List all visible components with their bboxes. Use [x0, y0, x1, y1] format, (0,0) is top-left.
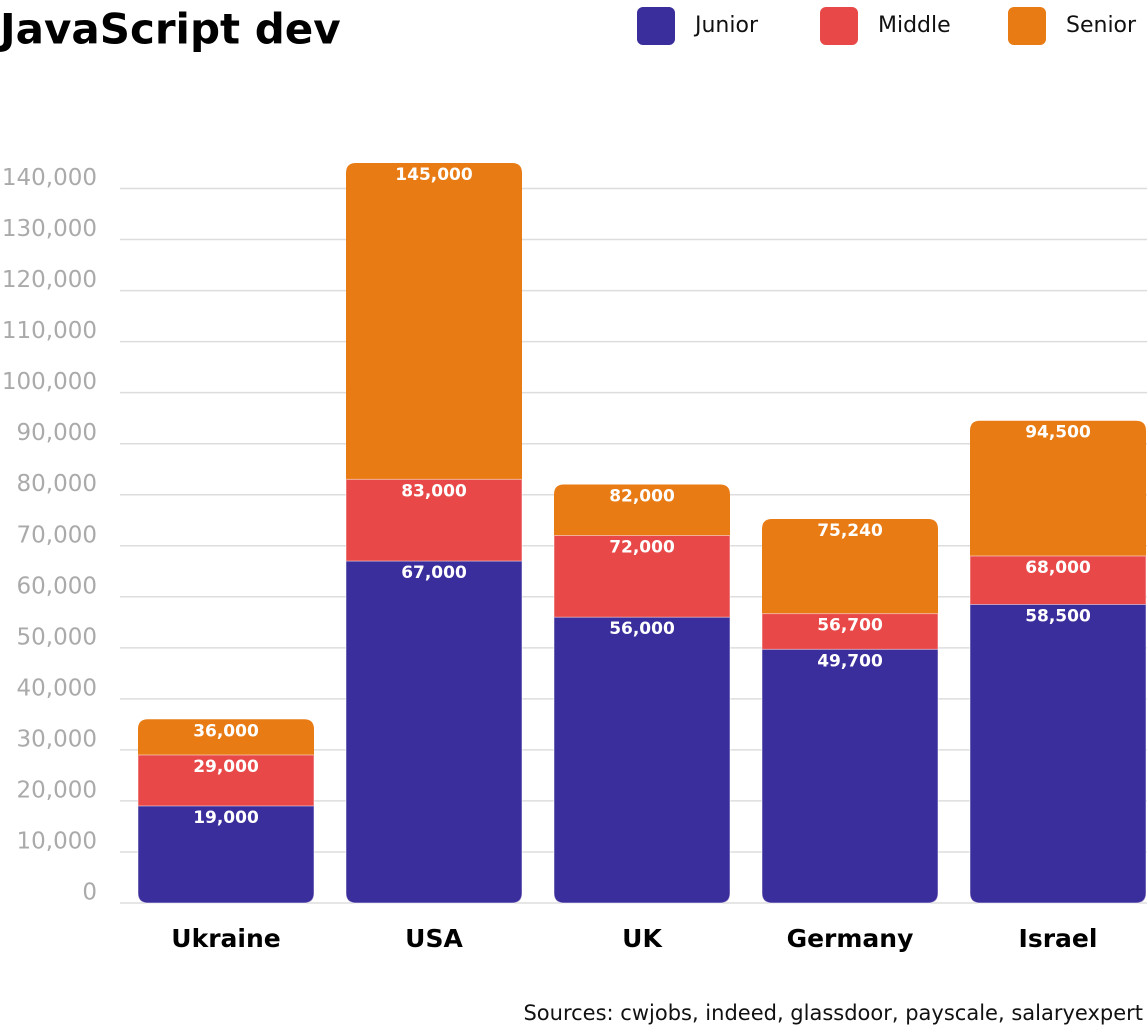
data-label: 36,000	[193, 721, 259, 741]
legend-label: Senior	[1066, 13, 1137, 38]
y-tick-label: 60,000	[17, 573, 97, 599]
chart-title: JavaScript dev	[0, 5, 341, 54]
y-tick-label: 20,000	[17, 777, 97, 803]
bar-segment	[969, 603, 1147, 904]
source-note: Sources: cwjobs, indeed, glassdoor, pays…	[523, 1001, 1143, 1025]
legend-swatch	[1008, 7, 1046, 45]
data-label: 29,000	[193, 757, 259, 777]
y-tick-label: 100,000	[2, 369, 97, 395]
y-tick-label: 40,000	[17, 675, 97, 701]
data-label: 49,700	[817, 651, 883, 671]
y-tick-label: 80,000	[17, 471, 97, 497]
y-tick-label: 110,000	[2, 318, 97, 344]
data-label: 72,000	[609, 538, 675, 558]
y-tick-label: 0	[82, 880, 97, 906]
x-tick-label: Ukraine	[171, 924, 280, 953]
y-tick-label: 90,000	[17, 420, 97, 446]
y-tick-label: 70,000	[17, 522, 97, 548]
legend-label: Junior	[693, 13, 759, 38]
bar-segment	[761, 648, 939, 904]
data-label: 82,000	[609, 487, 675, 507]
x-tick-label: Israel	[1019, 924, 1098, 953]
data-label: 145,000	[395, 165, 473, 185]
x-tick-label: Germany	[787, 924, 914, 953]
bar-segment	[137, 805, 315, 904]
legend-swatch	[637, 7, 675, 45]
data-label: 67,000	[401, 563, 467, 583]
data-label: 83,000	[401, 481, 467, 501]
legend-label: Middle	[878, 13, 951, 38]
y-tick-label: 140,000	[2, 165, 97, 191]
x-tick-label: USA	[405, 924, 463, 953]
data-label: 75,240	[817, 521, 883, 541]
data-label: 68,000	[1025, 558, 1091, 578]
data-label: 58,500	[1025, 606, 1091, 626]
legend-swatch	[820, 7, 858, 45]
y-tick-label: 130,000	[2, 216, 97, 242]
y-tick-label: 10,000	[17, 828, 97, 854]
y-tick-label: 120,000	[2, 267, 97, 293]
y-tick-label: 30,000	[17, 726, 97, 752]
x-tick-label: UK	[622, 924, 663, 953]
data-label: 94,500	[1025, 423, 1091, 443]
bar-segment	[553, 616, 731, 904]
data-label: 56,000	[609, 619, 675, 639]
y-tick-label: 50,000	[17, 624, 97, 650]
data-label: 56,700	[817, 616, 883, 636]
data-label: 19,000	[193, 808, 259, 828]
bar-segment	[345, 560, 523, 904]
